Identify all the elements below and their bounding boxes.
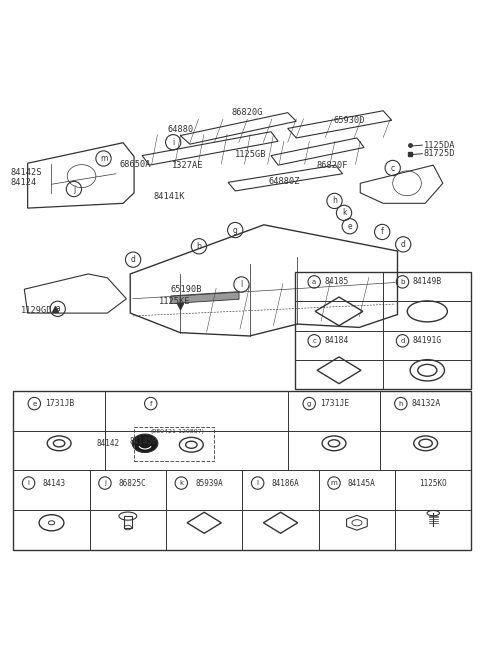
Text: e: e xyxy=(32,401,36,407)
Text: 1731JB: 1731JB xyxy=(45,399,74,408)
Text: 1125GB: 1125GB xyxy=(235,150,267,159)
Bar xyxy=(295,271,471,390)
Text: l: l xyxy=(257,480,259,486)
Text: 1125KO: 1125KO xyxy=(420,478,447,488)
Text: d: d xyxy=(400,338,405,344)
Text: b: b xyxy=(196,242,202,251)
Text: 65190B: 65190B xyxy=(171,285,202,294)
Text: l: l xyxy=(240,280,242,289)
Ellipse shape xyxy=(132,434,158,453)
Text: e: e xyxy=(348,222,352,230)
Text: d: d xyxy=(131,255,135,264)
Text: i: i xyxy=(27,480,30,486)
Text: 85939A: 85939A xyxy=(195,478,223,488)
Text: 1129GD: 1129GD xyxy=(21,306,52,315)
Text: 86825C: 86825C xyxy=(119,478,146,488)
Text: 65930D: 65930D xyxy=(333,116,364,125)
Text: 68650A: 68650A xyxy=(120,160,151,169)
Text: 1327AE: 1327AE xyxy=(172,161,204,169)
Text: 1731JE: 1731JE xyxy=(320,399,349,408)
Text: f: f xyxy=(149,401,152,407)
Text: 84143: 84143 xyxy=(42,478,65,488)
Text: f: f xyxy=(381,227,384,237)
Text: (080421-120807): (080421-120807) xyxy=(150,429,204,434)
Text: h: h xyxy=(398,401,403,407)
Text: c: c xyxy=(391,163,395,173)
Text: i: i xyxy=(172,138,174,146)
Text: 1125DA: 1125DA xyxy=(424,140,455,150)
Text: 86820F: 86820F xyxy=(316,161,348,170)
Text: 84124: 84124 xyxy=(11,178,37,187)
Text: 84141K: 84141K xyxy=(153,192,185,201)
Text: h: h xyxy=(332,196,337,206)
Text: 84145B: 84145B xyxy=(129,437,157,446)
Bar xyxy=(13,391,471,550)
Text: 84145A: 84145A xyxy=(348,478,375,488)
Text: 84186A: 84186A xyxy=(271,478,299,488)
Text: m: m xyxy=(331,480,337,486)
Text: k: k xyxy=(179,480,183,486)
Text: c: c xyxy=(312,338,316,344)
Text: m: m xyxy=(100,154,107,163)
Text: k: k xyxy=(342,208,346,217)
Text: b: b xyxy=(400,279,405,285)
Text: 64880: 64880 xyxy=(167,125,193,134)
Text: 84191G: 84191G xyxy=(413,336,442,345)
Text: 84184: 84184 xyxy=(324,336,349,345)
Text: 1125KE: 1125KE xyxy=(159,297,191,306)
Text: 84185: 84185 xyxy=(324,278,349,286)
Text: 84142S: 84142S xyxy=(11,168,42,177)
Text: g: g xyxy=(233,226,238,235)
Text: 84132A: 84132A xyxy=(411,399,441,408)
Polygon shape xyxy=(171,292,239,304)
Text: j: j xyxy=(73,185,75,194)
Text: j: j xyxy=(104,480,106,486)
Text: 84142: 84142 xyxy=(96,439,120,448)
Text: d: d xyxy=(401,240,406,249)
Text: 81725D: 81725D xyxy=(424,149,455,158)
Text: 84149B: 84149B xyxy=(413,278,442,286)
Bar xyxy=(124,515,132,528)
Text: a: a xyxy=(312,279,316,285)
Text: 64880Z: 64880Z xyxy=(269,177,300,186)
Text: 86820G: 86820G xyxy=(231,108,263,117)
Text: a: a xyxy=(55,304,60,313)
Text: g: g xyxy=(307,401,312,407)
